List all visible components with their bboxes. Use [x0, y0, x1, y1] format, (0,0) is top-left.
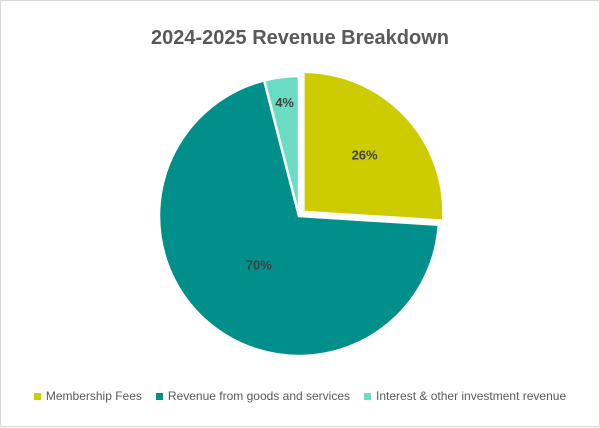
legend-label-membership: Membership Fees [45, 389, 142, 403]
slice-goods-services [157, 78, 441, 358]
legend-item-membership: Membership Fees [33, 389, 142, 403]
slice-interest-investment [262, 74, 301, 217]
legend-label-goods-services: Revenue from goods and services [167, 389, 351, 403]
legend-item-interest: Interest & other investment revenue [364, 389, 566, 403]
slice-label-goods-services: 70% [246, 258, 272, 273]
slice-membership-fees [302, 70, 445, 223]
legend: Membership Fees Revenue from goods and s… [1, 389, 599, 403]
legend-swatch-goods-services [155, 392, 163, 400]
chart-title: 2024-2025 Revenue Breakdown [151, 27, 449, 49]
slice-label-membership-fees: 26% [352, 147, 378, 162]
legend-label-interest: Interest & other investment revenue [376, 389, 567, 403]
legend-swatch-membership [33, 392, 41, 400]
legend-swatch-interest [364, 392, 372, 400]
legend-item-goods-services: Revenue from goods and services [155, 389, 351, 403]
slice-label-interest-investment: 4% [275, 95, 294, 110]
